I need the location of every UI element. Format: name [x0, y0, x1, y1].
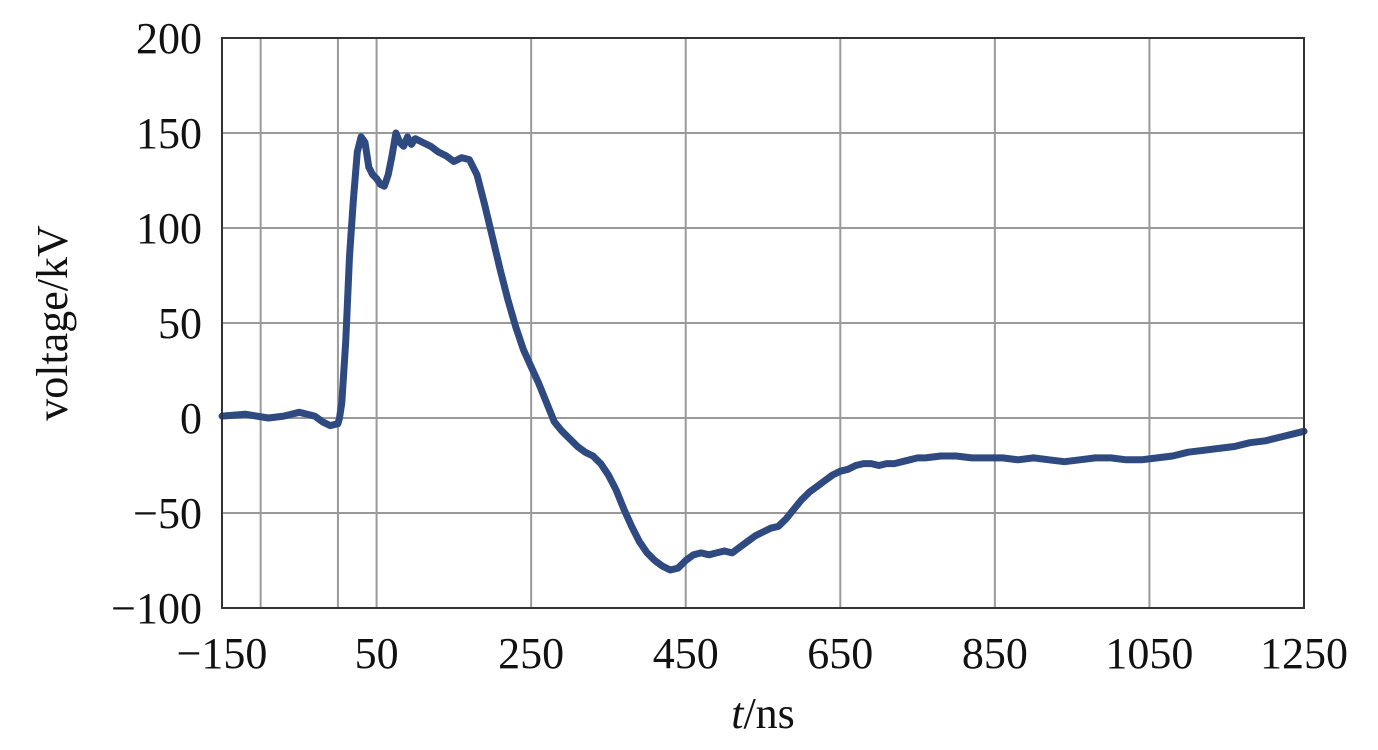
y-tick-label: 150	[136, 109, 202, 158]
y-tick-label: −100	[111, 584, 202, 633]
y-axis-title: voltage/kV	[28, 225, 77, 421]
gridlines	[221, 37, 1305, 609]
x-tick-label: 250	[498, 629, 564, 678]
x-tick-label: −150	[177, 629, 268, 678]
y-tick-labels: −100 −50 0 50 100 150 200	[111, 14, 202, 633]
y-tick-label: −50	[133, 489, 202, 538]
y-tick-label: 100	[136, 204, 202, 253]
x-tick-label: 1050	[1105, 629, 1193, 678]
x-tick-label: 50	[355, 629, 399, 678]
x-axis-title-italic: t	[731, 689, 745, 738]
y-tick-label: 50	[158, 299, 202, 348]
plot-frame	[221, 37, 1305, 609]
x-tick-label: 450	[653, 629, 719, 678]
x-tick-label: 1250	[1260, 629, 1348, 678]
y-tick-label: 0	[180, 394, 202, 443]
x-tick-label: 850	[962, 629, 1028, 678]
x-tick-label: 650	[807, 629, 873, 678]
x-tick-labels: −150 50 250 450 650 850 1050 1250	[177, 629, 1348, 678]
y-tick-label: 200	[136, 14, 202, 63]
x-axis-title-unit: /ns	[743, 689, 794, 738]
x-axis-title: t/ns	[731, 689, 795, 738]
voltage-trace	[218, 129, 1308, 574]
